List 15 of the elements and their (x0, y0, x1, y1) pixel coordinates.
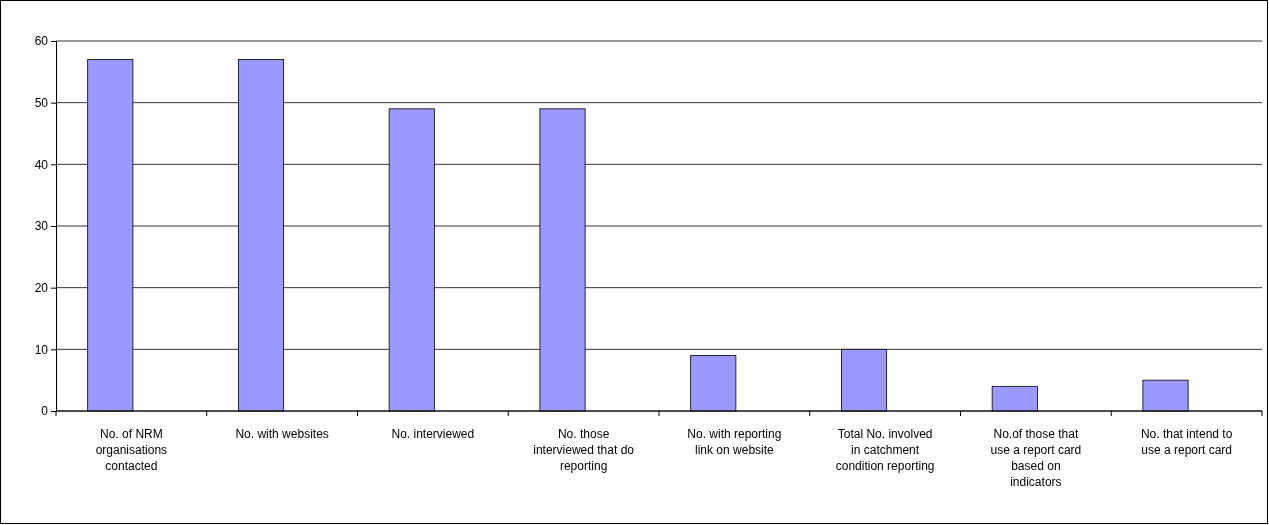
x-tick-label: No. with reporting link on website (687, 427, 782, 457)
y-tick-label: 60 (34, 34, 49, 49)
x-tick-label: No.of those that use a report card based on indicators (990, 427, 1082, 489)
y-tick-label: 0 (41, 404, 49, 419)
y-tick-label: 50 (34, 96, 49, 111)
y-tick-label: 30 (34, 219, 49, 234)
x-tick-label: Total No. involved in catchment condition reporting (835, 427, 935, 473)
y-tick-label: 10 (34, 342, 49, 357)
y-tick-label: 40 (34, 157, 49, 172)
x-tick-label: No. those interviewed that do reporting (533, 427, 635, 473)
x-tick-label: No. interviewed (391, 427, 475, 441)
x-tick-label: No. of NRM organisations contacted (95, 427, 168, 473)
y-tick-label: 20 (34, 281, 49, 296)
x-tick-label: No. with websites (235, 427, 329, 441)
x-tick-label: No. that intend to use a report card (1140, 427, 1233, 457)
